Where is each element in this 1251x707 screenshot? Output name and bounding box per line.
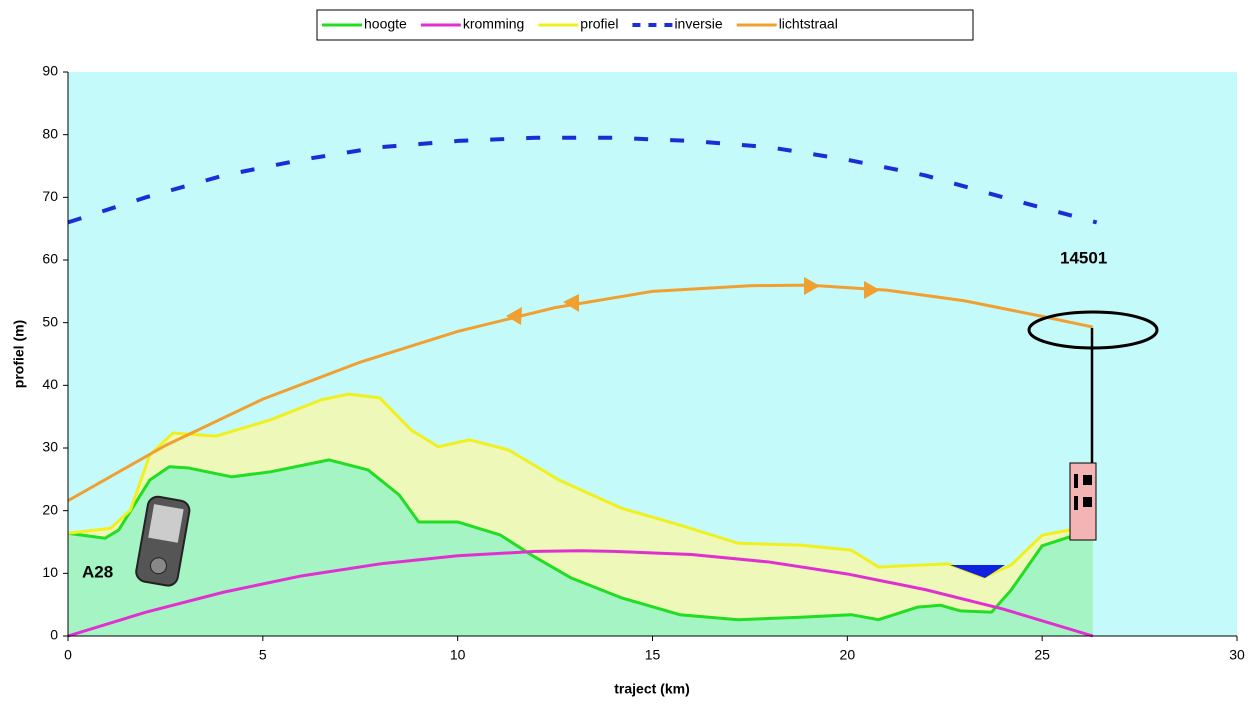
legend-label: lichtstraal	[779, 16, 838, 32]
y-tick-label: 90	[42, 63, 58, 79]
legend-label: hoogte	[364, 16, 407, 32]
y-tick-label: 60	[42, 251, 58, 267]
x-tick-label: 0	[64, 647, 72, 663]
y-tick-label: 40	[42, 376, 58, 392]
annotation: 14501	[1060, 248, 1107, 267]
y-tick-label: 20	[42, 501, 58, 517]
x-tick-label: 20	[840, 647, 856, 663]
x-tick-label: 30	[1229, 647, 1245, 663]
building	[1070, 463, 1096, 540]
legend-label: kromming	[463, 16, 524, 32]
y-tick-label: 30	[42, 439, 58, 455]
y-tick-label: 0	[50, 627, 58, 643]
legend-label: profiel	[580, 16, 618, 32]
y-tick-label: 10	[42, 564, 58, 580]
x-tick-label: 5	[259, 647, 267, 663]
y-tick-label: 80	[42, 125, 58, 141]
x-tick-label: 15	[645, 647, 661, 663]
y-tick-label: 70	[42, 188, 58, 204]
annotation: A28	[82, 562, 113, 581]
legend-label: inversie	[674, 16, 722, 32]
legend	[317, 10, 973, 40]
x-tick-label: 10	[450, 647, 466, 663]
chart: 14501 A28 traject (km) profiel (m) hoogt…	[0, 0, 1251, 702]
x-tick-label: 25	[1034, 647, 1050, 663]
x-axis-title: traject (km)	[614, 681, 689, 697]
y-tick-label: 50	[42, 313, 58, 329]
y-axis-title: profiel (m)	[11, 320, 27, 388]
